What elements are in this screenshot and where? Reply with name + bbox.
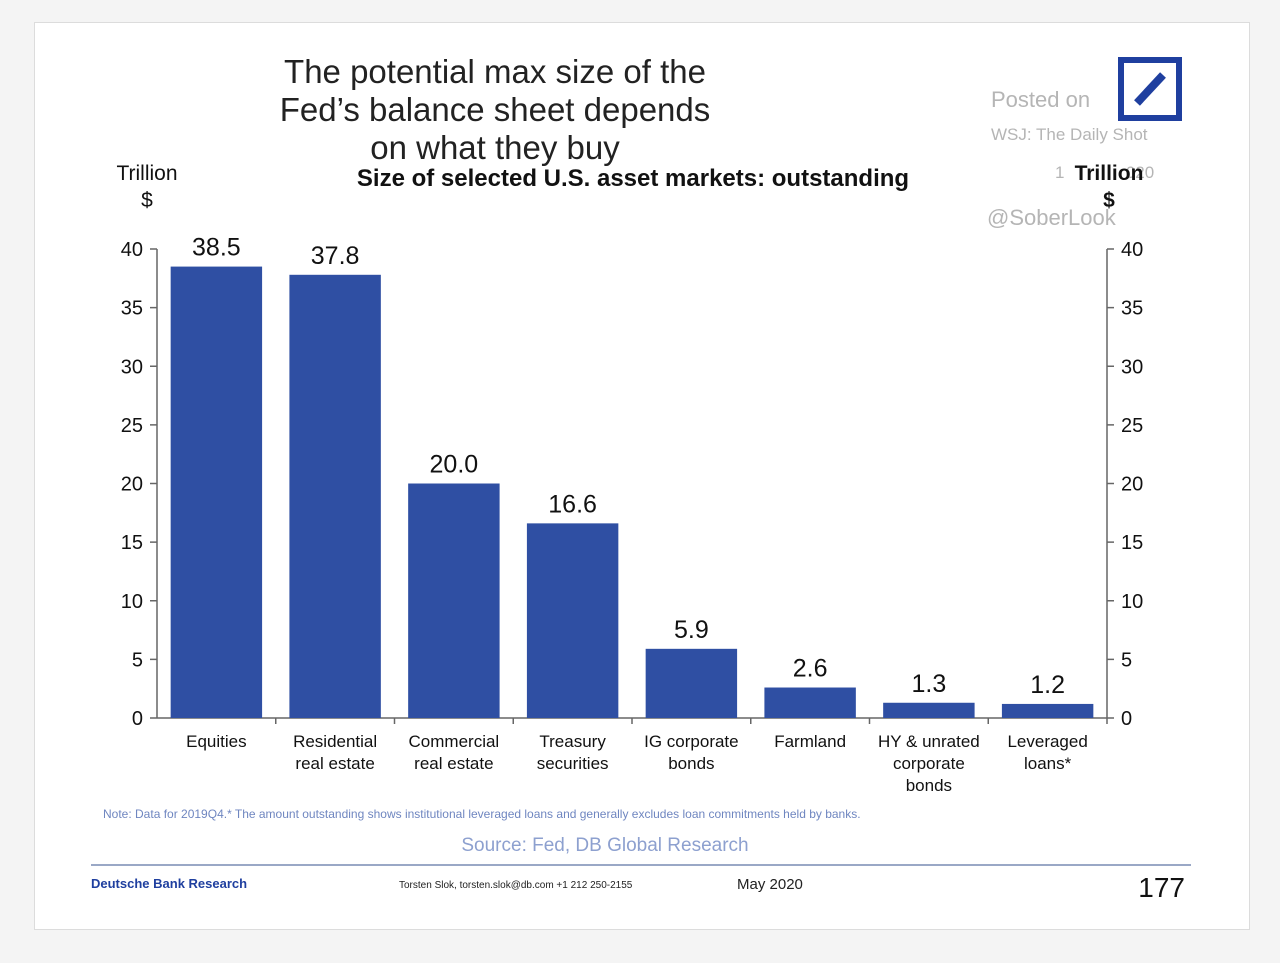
data-label: 5.9 <box>674 616 709 644</box>
bar-chart: Trillion $ Trillion $0 0 5 5 10 10 15 15 20 20 25 25 30… <box>91 162 1191 903</box>
bar <box>170 266 263 718</box>
y-axis-title-right: Trillion <box>1075 162 1144 185</box>
watermark-date: 1 020 <box>1055 163 1155 182</box>
y-tick-label-left: 30 <box>121 356 143 378</box>
data-label: 37.8 <box>311 242 360 270</box>
y-tick-label-right: 20 <box>1121 474 1143 496</box>
y-tick-label-left: 0 <box>132 708 143 730</box>
bar <box>645 648 738 718</box>
bar <box>408 483 500 718</box>
y-tick-label-right: 35 <box>1121 298 1143 320</box>
data-label: 2.6 <box>793 655 828 683</box>
x-tick-label: real estate <box>295 754 374 773</box>
data-label: 1.2 <box>1030 671 1065 699</box>
y-tick-label-left: 5 <box>132 649 143 671</box>
y-tick-label-right: 10 <box>1121 591 1143 613</box>
y-tick-label-left: 40 <box>121 239 143 261</box>
data-label: 38.5 <box>192 234 241 262</box>
x-tick-label: loans* <box>1024 754 1072 773</box>
y-axis-unit-left: $ <box>141 189 153 212</box>
bar <box>764 687 856 718</box>
page-title: The potential max size of the Fed’s bala… <box>279 53 711 166</box>
y-tick-label-right: 0 <box>1121 708 1132 730</box>
source-text: Source: Fed, DB Global Research <box>461 835 748 856</box>
x-tick-label: Treasury <box>539 732 606 751</box>
x-tick-label: Equities <box>186 732 246 751</box>
bar <box>1001 703 1094 718</box>
bar <box>289 274 381 718</box>
page-number: 177 <box>1138 872 1185 903</box>
data-label: 20.0 <box>430 451 479 479</box>
y-tick-label-left: 20 <box>121 474 143 496</box>
x-tick-label: Farmland <box>774 732 846 751</box>
y-tick-label-left: 10 <box>121 591 143 613</box>
chart-subtitle: Size of selected U.S. asset markets: out… <box>357 165 909 192</box>
y-tick-label-right: 25 <box>1121 415 1143 437</box>
note-text: Note: Data for 2019Q4.* The amount outst… <box>103 807 861 821</box>
x-tick-label: corporate <box>893 754 965 773</box>
x-tick-label: IG corporate <box>644 732 739 751</box>
y-axis-unit-right: $ <box>1103 189 1115 212</box>
deutsche-bank-logo-icon <box>1118 57 1182 121</box>
x-tick-label: bonds <box>906 776 952 795</box>
y-tick-label-right: 30 <box>1121 356 1143 378</box>
footer-contact: Torsten Slok, torsten.slok@db.com +1 212… <box>399 880 633 891</box>
x-tick-label: securities <box>537 754 609 773</box>
data-label: 16.6 <box>548 490 597 518</box>
footer-brand: Deutsche Bank Research <box>91 876 247 891</box>
data-label: 1.3 <box>911 670 946 698</box>
y-tick-label-right: 40 <box>1121 239 1143 261</box>
y-tick-label-right: 15 <box>1121 532 1143 554</box>
x-tick-label: bonds <box>668 754 714 773</box>
x-tick-label: real estate <box>414 754 493 773</box>
y-tick-label-right: 5 <box>1121 649 1132 671</box>
x-tick-label: HY & unrated <box>878 732 980 751</box>
x-tick-label: Residential <box>293 732 377 751</box>
y-axis-title-left: Trillion <box>116 162 177 185</box>
watermark-posted: Posted on <box>991 87 1091 112</box>
bar <box>526 523 619 718</box>
chart-card: The potential max size of the Fed’s bala… <box>34 22 1250 930</box>
y-tick-label-left: 25 <box>121 415 143 437</box>
y-tick-label-left: 35 <box>121 298 143 320</box>
watermark-source: WSJ: The Daily Shot <box>991 125 1148 144</box>
x-tick-label: Commercial <box>409 732 500 751</box>
x-tick-label: Leveraged <box>1007 732 1087 751</box>
bar <box>883 702 975 718</box>
footer-date: May 2020 <box>737 876 803 893</box>
y-tick-label-left: 15 <box>121 532 143 554</box>
watermark-user: @SoberLook <box>987 205 1116 230</box>
